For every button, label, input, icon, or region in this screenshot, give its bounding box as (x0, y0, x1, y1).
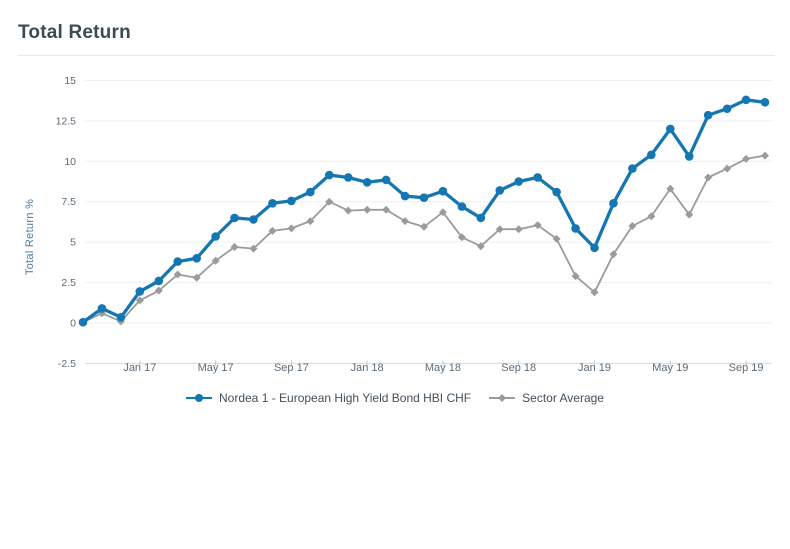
svg-text:-2.5: -2.5 (58, 358, 76, 370)
svg-text:0: 0 (70, 318, 76, 330)
svg-text:Sep 18: Sep 18 (501, 362, 536, 374)
svg-text:Total Return %: Total Return % (24, 199, 36, 275)
title-divider (18, 55, 775, 56)
svg-text:Sep 19: Sep 19 (729, 362, 764, 374)
svg-text:12.5: 12.5 (56, 115, 77, 127)
sector-series-marker-icon (489, 394, 516, 402)
total-return-line-chart[interactable]: 15 12.5 10 7.5 5 2.5 0 -2.5 Jan 17 May 17 Sep 17 Ja… (0, 57, 790, 389)
legend-label-fund: Nordea 1 - European High Yield Bond HBI … (219, 391, 472, 405)
svg-text:Jan 19: Jan 19 (578, 362, 611, 374)
legend-item-fund[interactable]: Nordea 1 - European High Yield Bond HBI … (186, 391, 471, 405)
svg-text:2.5: 2.5 (61, 277, 76, 289)
svg-text:Sep 17: Sep 17 (274, 362, 309, 374)
fund-series-marker-icon (186, 394, 212, 402)
svg-text:10: 10 (64, 156, 76, 168)
total-return-report: Total Return 15 12.5 10 7.5 5 2.5 0 -2.5 Jan 17 M… (0, 22, 790, 405)
legend-item-sector[interactable]: Sector Average (489, 391, 604, 405)
svg-text:May 18: May 18 (425, 362, 461, 374)
page-title: Total Return (18, 22, 131, 43)
svg-text:7.5: 7.5 (61, 196, 76, 208)
svg-text:May 19: May 19 (652, 362, 688, 374)
svg-text:May 17: May 17 (198, 362, 234, 374)
chart-legend: Nordea 1 - European High Yield Bond HBI … (0, 391, 790, 405)
svg-text:5: 5 (70, 237, 76, 249)
svg-text:Jan 18: Jan 18 (351, 362, 384, 374)
svg-text:15: 15 (64, 75, 76, 87)
legend-label-sector: Sector Average (522, 391, 604, 405)
svg-text:Jan 17: Jan 17 (123, 362, 156, 374)
